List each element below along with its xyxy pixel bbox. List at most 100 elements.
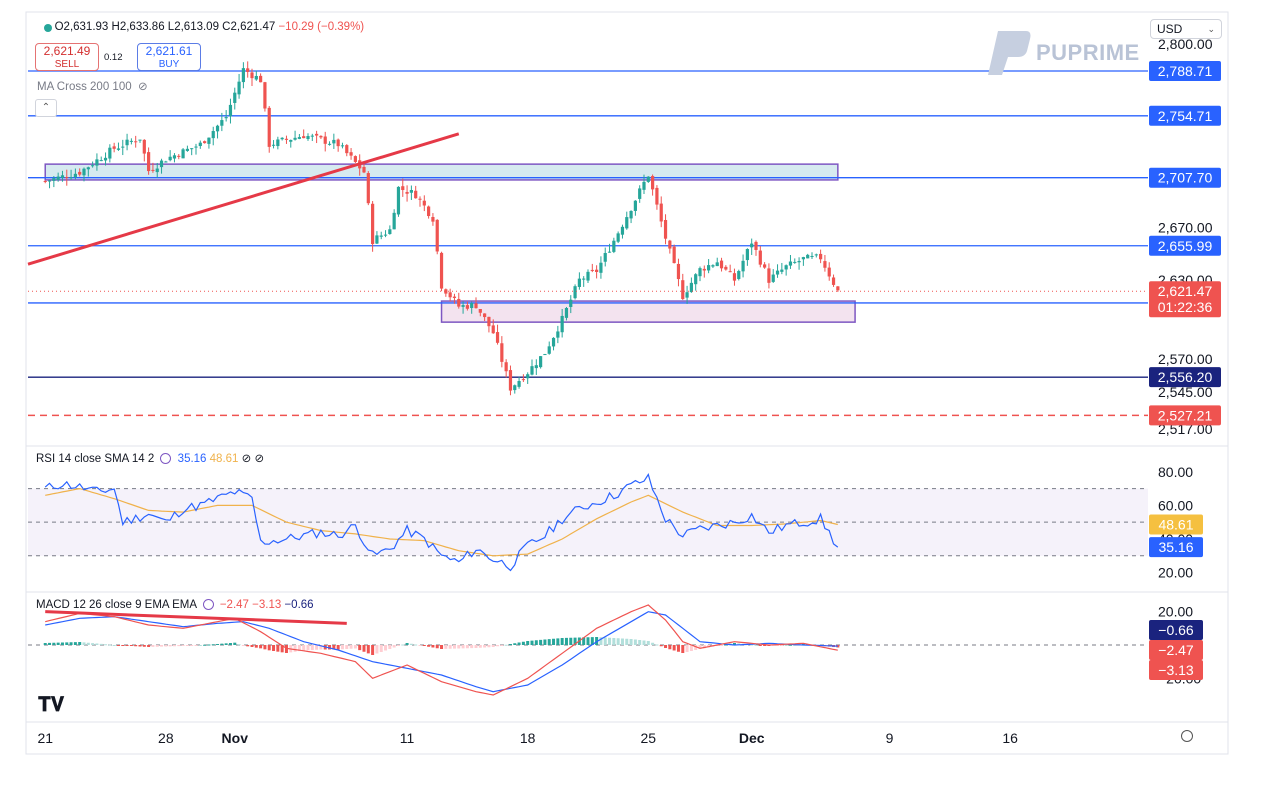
level-tag-label: 2,655.99 [1158,238,1213,254]
candle-body [689,282,693,293]
candle-body [715,262,719,267]
macd-hist-bar [629,639,633,645]
candle-body [646,176,650,182]
sync-icon[interactable] [202,599,214,610]
ma-indicator-label[interactable]: MA Cross 200 100 ⊘ [37,79,148,93]
candle-body [207,137,211,144]
eye-off-icon[interactable]: ⊘ [134,81,148,93]
candle-body [190,148,194,150]
low-label: L [167,21,175,33]
macd-hist-bar [168,645,172,647]
macd-hist-bar [672,645,676,651]
macd-hist-bar [250,645,254,647]
candle-body [383,234,388,236]
collapse-legend-button[interactable]: ⌃ [35,99,57,117]
rsi-axis-label: 80.00 [1158,464,1193,480]
rsi-line [44,473,839,572]
candle-body [276,139,280,147]
candle-body [517,381,521,387]
currency-select[interactable]: USD ⌄ [1150,19,1222,39]
macd-hist-bar [293,645,297,652]
rsi-sma-value: 48.61 [209,453,239,465]
candle-body [237,81,241,95]
candle-body [513,385,517,391]
candle-body [793,261,797,263]
candle-body [129,140,133,142]
candle-body [125,139,129,146]
candle-body [465,305,469,309]
chevron-down-icon: ⌄ [1207,23,1215,34]
macd-hist-bar [457,645,461,649]
buy-price: 2,621.61 [145,44,193,58]
candle-body [500,343,504,362]
candle-body [659,203,663,222]
macd-hist-bar [319,645,323,650]
sell-button[interactable]: 2,621.49 SELL [35,43,99,71]
level-tag-3 [1149,235,1221,256]
macd-hist-bar [86,642,90,645]
buy-button[interactable]: 2,621.61 BUY [137,43,201,71]
candle-body [788,261,793,266]
macd-hist-bar [125,645,129,646]
candle-body [211,131,215,139]
sync-icon[interactable] [160,453,172,464]
level-tag-label: 2,754.71 [1158,108,1213,124]
candle-body [827,267,831,277]
candle-body [95,159,99,166]
macd-value: −3.13 [252,599,282,611]
macd-signal-line [45,611,838,693]
candle-body [521,379,525,381]
ma-label-text: MA Cross 200 100 [37,81,132,93]
macd-hist-bar [409,643,413,645]
price-axis-label: 2,670.00 [1158,219,1213,235]
macd-hist-bar [228,643,232,645]
macd-hist-bar [526,641,530,645]
candle-body [366,173,370,204]
macd-hist-bar [91,643,95,645]
candle-body [116,148,121,150]
candle-body [806,254,810,259]
date-axis-label: 21 [37,730,53,746]
candle-body [177,155,181,157]
candle-body [82,168,86,176]
candle-body [564,308,569,318]
macd-hist-bar [69,642,73,645]
candle-body [52,178,56,181]
macd-hist-bar [784,645,788,646]
candle-body [401,186,405,191]
candle-body [810,255,814,257]
eye-off-icon[interactable]: ⊘ [254,453,265,465]
macd-hist-bar [353,645,357,649]
candle-body [526,374,530,379]
macd-hist-bar [676,645,680,652]
level-tag-label: 2,707.70 [1158,170,1213,186]
settings-icon[interactable] [1181,730,1193,742]
macd-hist-bar [297,645,301,652]
candle-body [551,337,556,347]
candle-body [487,316,491,327]
candle-body [280,137,284,140]
candle-body [47,180,52,182]
macd-hist-bar [737,643,741,645]
candle-body [470,303,474,309]
candle-body [241,68,245,83]
candle-body [633,200,637,211]
macd-hist-bar [590,637,594,645]
candle-body [745,249,749,261]
macd-hist-bar [422,645,426,646]
eye-off-icon[interactable]: ⊘ [241,453,252,465]
macd-hist-bar [758,645,762,646]
candle-body [267,107,271,147]
macd-hist-bar [444,645,448,649]
macd-hist-bar [448,645,452,649]
macd-hist-bar [172,645,176,647]
candle-body [220,120,224,126]
macd-hist-bar [401,644,405,646]
candle-body [310,135,314,137]
candle-body [681,280,685,299]
macd-hist-bar [328,645,332,650]
macd-hist-bar [280,645,284,653]
candle-body [138,139,142,141]
macd-hist-bar [608,637,612,645]
macd-hist-bar [465,645,469,649]
